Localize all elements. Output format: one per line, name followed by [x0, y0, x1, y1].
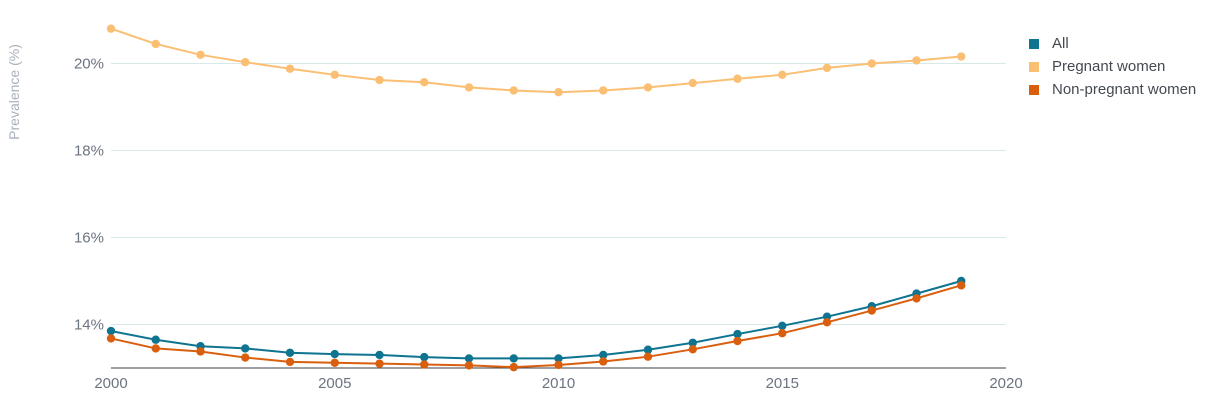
y-tick-label: 14%	[74, 317, 104, 334]
data-point-non-pregnant-women[interactable]	[464, 361, 474, 370]
data-point-all[interactable]	[464, 354, 474, 363]
data-point-non-pregnant-women[interactable]	[196, 347, 205, 356]
series-layer	[106, 24, 966, 372]
data-point-non-pregnant-women[interactable]	[285, 357, 295, 367]
data-point-pregnant-women[interactable]	[957, 52, 966, 61]
y-tick-label: 16%	[74, 230, 104, 247]
y-tick-label: 20%	[74, 56, 104, 73]
data-point-all[interactable]	[285, 348, 295, 357]
data-point-non-pregnant-women[interactable]	[375, 359, 384, 368]
data-point-non-pregnant-women[interactable]	[106, 334, 116, 343]
data-point-non-pregnant-women[interactable]	[599, 357, 608, 366]
data-point-pregnant-women[interactable]	[106, 24, 116, 33]
x-tick-label: 2010	[542, 375, 575, 392]
x-tick-label: 2005	[318, 375, 351, 392]
x-tick-label: 2000	[94, 375, 127, 392]
data-point-all[interactable]	[733, 329, 742, 339]
series-pregnant-women	[106, 24, 966, 97]
data-point-pregnant-women[interactable]	[822, 63, 832, 73]
data-point-pregnant-women[interactable]	[599, 86, 608, 95]
data-point-all[interactable]	[420, 352, 429, 362]
data-point-non-pregnant-women[interactable]	[330, 358, 339, 367]
legend-swatch-non-pregnant-women	[1029, 84, 1039, 95]
legend-label-pregnant-women: Pregnant women	[1052, 58, 1166, 75]
series-line-pregnant-women	[110, 27, 963, 94]
data-point-pregnant-women[interactable]	[241, 57, 250, 67]
x-tick-label: 2020	[989, 375, 1022, 392]
data-point-all[interactable]	[643, 345, 653, 354]
data-point-all[interactable]	[688, 338, 697, 347]
data-point-non-pregnant-women[interactable]	[733, 336, 742, 346]
data-point-non-pregnant-women[interactable]	[509, 362, 518, 372]
data-point-non-pregnant-women[interactable]	[643, 352, 653, 361]
data-point-non-pregnant-women[interactable]	[778, 329, 787, 338]
data-point-pregnant-women[interactable]	[330, 70, 339, 80]
legend-label-non-pregnant-women: Non-pregnant women	[1052, 81, 1197, 98]
data-point-all[interactable]	[778, 321, 787, 330]
data-point-non-pregnant-women[interactable]	[151, 344, 160, 353]
data-point-pregnant-women[interactable]	[912, 56, 921, 65]
data-point-pregnant-women[interactable]	[778, 70, 787, 80]
series-non-pregnant-women	[106, 281, 966, 372]
data-point-all[interactable]	[599, 350, 608, 360]
data-point-pregnant-women[interactable]	[464, 83, 474, 92]
legend: All Pregnant women Non-pregnant women	[1029, 32, 1229, 101]
data-point-non-pregnant-women[interactable]	[554, 360, 563, 370]
data-point-pregnant-women[interactable]	[733, 74, 742, 83]
data-point-all[interactable]	[151, 335, 160, 344]
data-point-non-pregnant-women[interactable]	[957, 281, 966, 290]
data-point-non-pregnant-women[interactable]	[912, 294, 921, 303]
data-point-all[interactable]	[375, 350, 384, 360]
data-point-all[interactable]	[509, 354, 518, 363]
data-point-all[interactable]	[554, 354, 563, 363]
data-point-non-pregnant-women[interactable]	[241, 353, 250, 362]
legend-swatch-all	[1029, 38, 1039, 49]
data-point-pregnant-women[interactable]	[420, 78, 429, 87]
y-tick-label: 18%	[74, 143, 104, 160]
data-point-pregnant-women[interactable]	[151, 39, 160, 49]
data-point-pregnant-women[interactable]	[688, 78, 697, 88]
gridlines	[111, 63, 1006, 325]
legend-label-all: All	[1052, 35, 1069, 52]
data-point-pregnant-women[interactable]	[375, 75, 384, 85]
axes: 14% 16% 18% 20% 2000 2005 2010 2015 2020	[74, 56, 1023, 393]
data-point-pregnant-women[interactable]	[196, 50, 205, 59]
data-point-non-pregnant-women[interactable]	[688, 345, 697, 354]
legend-item-non-pregnant-women[interactable]: Non-pregnant women	[1029, 78, 1229, 101]
series-line-non-pregnant-women	[110, 284, 963, 369]
legend-item-pregnant-women[interactable]: Pregnant women	[1029, 55, 1229, 78]
data-point-all[interactable]	[330, 349, 339, 359]
y-axis-label: Prevalence (%)	[6, 44, 22, 140]
legend-item-all[interactable]: All	[1029, 32, 1229, 55]
series-line-all	[110, 280, 963, 360]
data-point-pregnant-women[interactable]	[285, 64, 295, 73]
x-tick-label: 2015	[766, 375, 799, 392]
data-point-non-pregnant-women[interactable]	[867, 306, 876, 315]
data-point-pregnant-women[interactable]	[643, 83, 653, 92]
data-point-all[interactable]	[106, 326, 116, 336]
data-point-pregnant-women[interactable]	[554, 88, 563, 97]
legend-swatch-pregnant-women	[1029, 61, 1039, 72]
data-point-non-pregnant-women[interactable]	[420, 360, 429, 369]
data-point-non-pregnant-women[interactable]	[822, 318, 832, 327]
data-point-all[interactable]	[241, 344, 250, 353]
data-point-pregnant-women[interactable]	[867, 59, 876, 68]
data-point-pregnant-women[interactable]	[509, 86, 518, 95]
